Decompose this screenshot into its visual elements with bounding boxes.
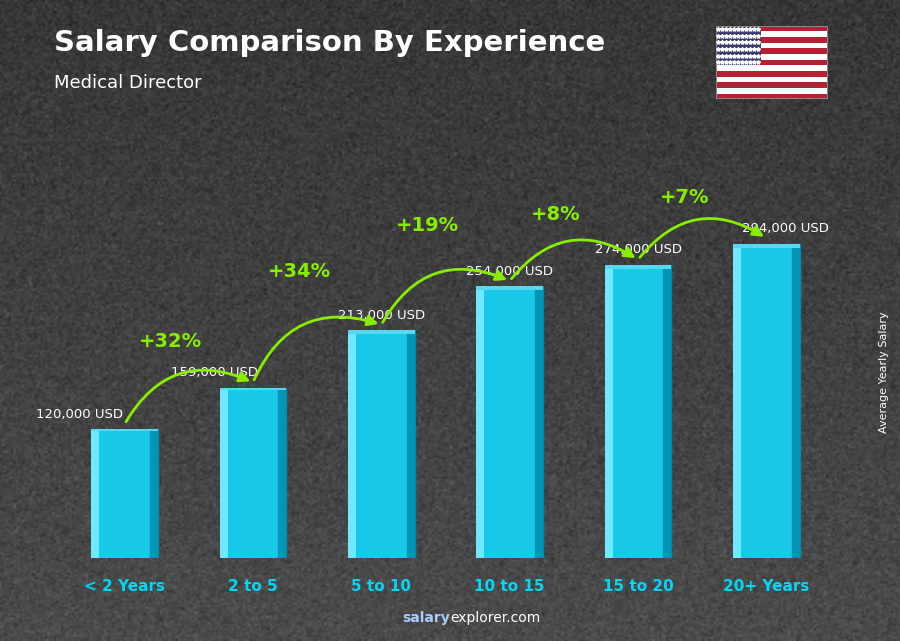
Text: 254,000 USD: 254,000 USD [466, 265, 554, 278]
Polygon shape [150, 429, 158, 558]
Text: Average Yearly Salary: Average Yearly Salary [878, 311, 889, 433]
Text: 5 to 10: 5 to 10 [351, 579, 411, 594]
Bar [716, 43, 828, 48]
Bar [91, 429, 99, 558]
Text: 15 to 20: 15 to 20 [603, 579, 673, 594]
Bar [220, 388, 228, 558]
FancyArrowPatch shape [254, 316, 375, 380]
Bar [605, 265, 613, 558]
Bar [716, 31, 828, 37]
FancyArrowPatch shape [640, 219, 761, 258]
Bar [348, 330, 415, 333]
Text: 10 to 15: 10 to 15 [474, 579, 544, 594]
Bar [605, 265, 671, 558]
Polygon shape [278, 388, 286, 558]
Polygon shape [792, 244, 800, 558]
Text: +8%: +8% [531, 205, 580, 224]
Polygon shape [663, 265, 671, 558]
FancyArrowPatch shape [382, 269, 504, 322]
Text: +32%: +32% [140, 333, 202, 351]
Bar [716, 60, 828, 65]
FancyArrowPatch shape [126, 370, 248, 422]
Bar [733, 244, 800, 248]
Bar [716, 26, 828, 31]
Bar [716, 26, 760, 65]
Bar [716, 71, 828, 77]
Bar [220, 388, 286, 558]
Bar [348, 330, 356, 558]
Bar [476, 287, 484, 558]
Text: Salary Comparison By Experience: Salary Comparison By Experience [54, 29, 605, 57]
Bar [733, 244, 741, 558]
Text: +7%: +7% [660, 188, 709, 207]
Bar [348, 330, 415, 558]
Bar [716, 65, 828, 71]
Bar [716, 82, 828, 88]
Text: < 2 Years: < 2 Years [84, 579, 165, 594]
Text: 213,000 USD: 213,000 USD [338, 308, 425, 322]
Text: +34%: +34% [267, 262, 330, 281]
Bar [476, 287, 543, 290]
Bar [716, 48, 828, 54]
Text: explorer.com: explorer.com [450, 611, 540, 625]
Bar [716, 77, 828, 82]
Text: 294,000 USD: 294,000 USD [742, 222, 829, 235]
Bar [91, 429, 158, 558]
Text: salary: salary [402, 611, 450, 625]
Bar [716, 37, 828, 43]
Text: 20+ Years: 20+ Years [724, 579, 810, 594]
Bar [716, 94, 828, 99]
Polygon shape [407, 330, 415, 558]
Text: 120,000 USD: 120,000 USD [36, 408, 123, 421]
Text: 274,000 USD: 274,000 USD [595, 244, 681, 256]
Text: 2 to 5: 2 to 5 [228, 579, 278, 594]
FancyArrowPatch shape [511, 240, 633, 279]
Bar [716, 88, 828, 94]
Text: Medical Director: Medical Director [54, 74, 202, 92]
Bar [716, 54, 828, 60]
Polygon shape [535, 287, 543, 558]
Bar [476, 287, 543, 558]
Bar [220, 388, 286, 390]
Text: +19%: +19% [396, 216, 459, 235]
Text: 159,000 USD: 159,000 USD [171, 366, 258, 379]
Bar [605, 265, 671, 269]
Bar [91, 429, 158, 431]
Bar [733, 244, 800, 558]
